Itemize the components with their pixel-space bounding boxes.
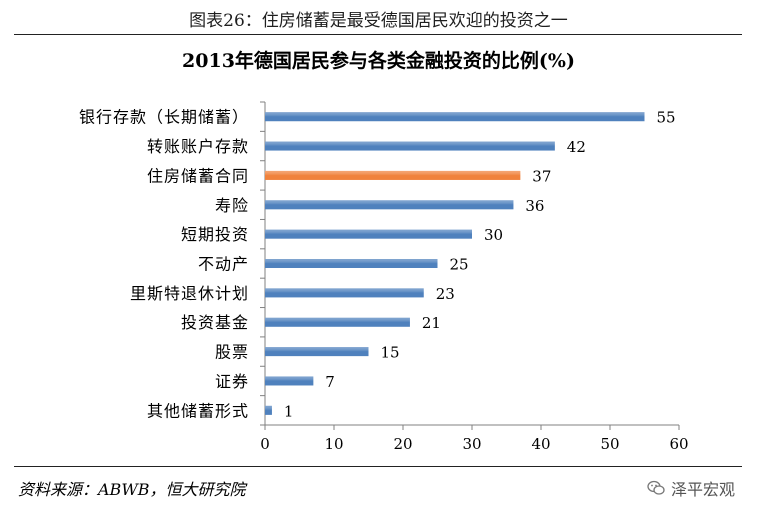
x-tick-label: 10 <box>324 435 343 453</box>
data-label: 42 <box>567 138 586 156</box>
watermark: 泽平宏观 <box>647 476 735 500</box>
data-label: 7 <box>325 373 335 391</box>
data-label: 15 <box>381 344 400 362</box>
bar-sheen <box>265 200 514 210</box>
bar-sheen <box>265 229 472 239</box>
data-label: 30 <box>484 226 503 244</box>
bar-sheen <box>265 112 645 122</box>
bar-sheen <box>265 259 438 268</box>
bar-sheen <box>265 170 521 180</box>
data-label: 37 <box>532 167 551 185</box>
bar-sheen <box>265 347 369 357</box>
category-label: 短期投资 <box>181 225 249 244</box>
category-label: 里斯特退休计划 <box>130 284 249 303</box>
bar-sheen <box>265 288 424 298</box>
category-label: 转账账户存款 <box>147 137 249 156</box>
data-label: 25 <box>450 256 469 274</box>
x-tick-label: 30 <box>462 435 481 453</box>
chart-title: 2013年德国居民参与各类金融投资的比例(%) <box>182 50 575 72</box>
x-tick-label: 40 <box>531 435 550 453</box>
category-label: 住房储蓄合同 <box>147 166 249 185</box>
data-label: 23 <box>436 285 455 303</box>
x-tick-label: 60 <box>669 435 688 453</box>
data-label: 36 <box>525 197 544 215</box>
bar-sheen <box>265 405 272 415</box>
data-label: 55 <box>657 109 676 127</box>
x-tick-label: 0 <box>260 435 270 453</box>
bar-sheen <box>265 317 410 327</box>
category-label: 股票 <box>215 343 249 362</box>
bottom-rule <box>14 466 742 467</box>
watermark-text: 泽平宏观 <box>670 480 735 499</box>
category-label: 其他储蓄形式 <box>147 401 249 420</box>
bar-sheen <box>265 376 314 386</box>
category-label: 银行存款（长期储蓄） <box>79 108 249 127</box>
source-note: 资料来源：ABWB，恒大研究院 <box>18 480 246 499</box>
bar-sheen <box>265 141 555 151</box>
top-rule <box>14 34 742 35</box>
category-label: 寿险 <box>215 196 249 215</box>
figure-title: 图表26：住房储蓄是最受德国居民欢迎的投资之一 <box>189 11 568 31</box>
x-tick-label: 50 <box>600 435 619 453</box>
data-label: 21 <box>422 314 441 332</box>
category-label: 不动产 <box>198 255 249 274</box>
data-label: 1 <box>284 402 294 420</box>
wechat-icon <box>647 480 665 495</box>
x-tick-label: 20 <box>393 435 412 453</box>
category-label: 证券 <box>215 372 249 391</box>
category-label: 投资基金 <box>181 313 249 332</box>
